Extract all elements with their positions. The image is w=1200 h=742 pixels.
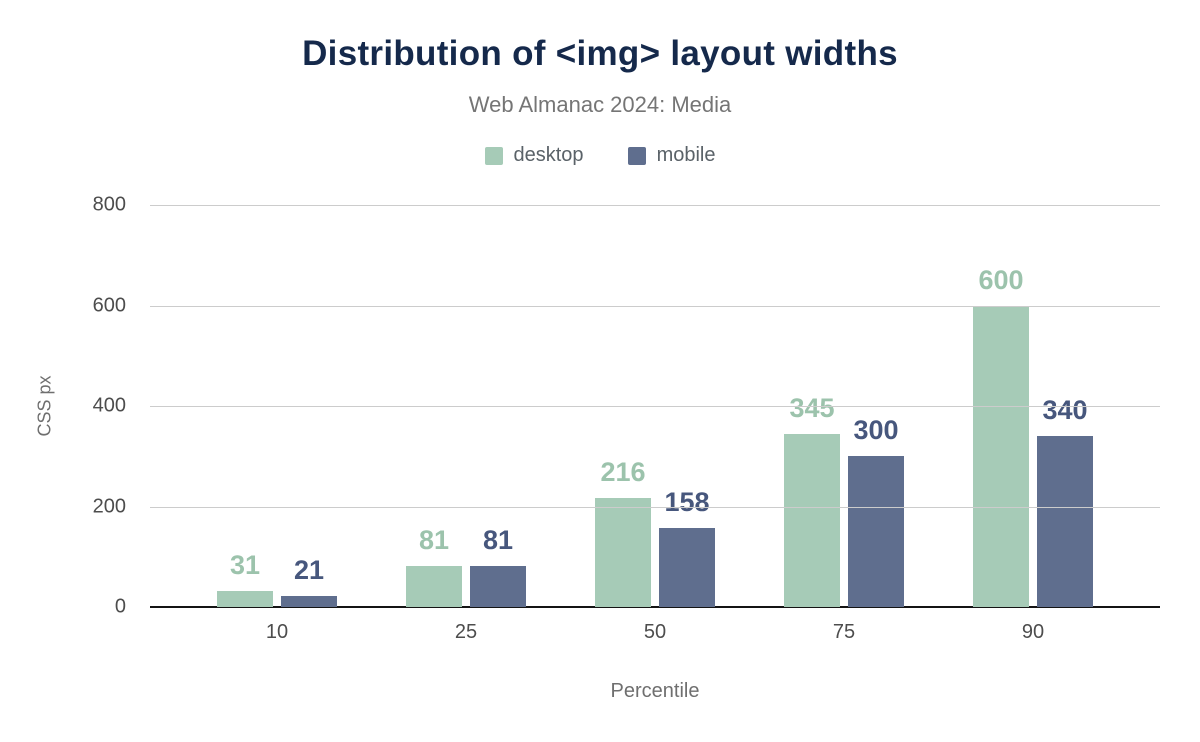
- x-axis-line: [150, 606, 1160, 608]
- bar-mobile: 21: [281, 555, 337, 607]
- y-tick-label: 600: [92, 294, 126, 316]
- bar-value-label: 31: [229, 550, 261, 581]
- legend-swatch: [484, 146, 503, 165]
- bar-value-label: 21: [293, 555, 325, 586]
- gridline: [150, 406, 1160, 407]
- bar-desktop: 216: [595, 457, 651, 607]
- x-tick-label: 10: [265, 621, 289, 643]
- chart-subtitle: Web Almanac 2024: Media: [468, 92, 732, 117]
- bar-value-label: 81: [418, 525, 450, 556]
- gridline: [150, 205, 1160, 206]
- bar-group: 345 300 75: [784, 205, 904, 643]
- bar-group: 31 21 10: [217, 205, 337, 643]
- bar-desktop: 81: [406, 525, 462, 607]
- chart-title: Distribution of <img> layout widths: [302, 34, 898, 73]
- bar-value-label: 600: [978, 264, 1024, 295]
- y-axis-title: CSS px: [34, 375, 55, 437]
- y-tick-label: 0: [114, 595, 126, 618]
- gridline: [150, 305, 1160, 307]
- legend-swatch: [627, 146, 646, 165]
- bar-value-label: 340: [1042, 395, 1088, 426]
- x-tick-label: 50: [643, 621, 667, 643]
- bar-mobile: 340: [1037, 395, 1093, 607]
- bar-group: 81 81 25: [406, 205, 526, 643]
- bar-group: 600 340 90: [973, 205, 1093, 643]
- legend-item-desktop: desktop: [484, 144, 584, 167]
- bar-desktop: 31: [217, 550, 273, 607]
- x-tick-label: 25: [454, 621, 478, 643]
- y-tick-label: 200: [92, 495, 126, 517]
- x-tick-label: 75: [832, 621, 856, 643]
- bar-mobile: 158: [659, 487, 715, 607]
- legend-item-mobile: mobile: [627, 144, 716, 167]
- x-axis-title: Percentile: [610, 680, 700, 702]
- y-tick-label: 400: [92, 394, 126, 417]
- bar-value-label: 345: [789, 392, 835, 423]
- y-axis-ticks: 0 200 400 600 800: [0, 194, 138, 618]
- bar-mobile: 81: [470, 525, 526, 607]
- bar-desktop: 345: [784, 393, 840, 607]
- legend-label: mobile: [656, 144, 716, 166]
- y-tick-label: 800: [92, 193, 126, 216]
- bar-groups: 31 21 10 81 81 25 216 158 50 345 300 75 600 340 90: [150, 205, 1160, 643]
- bar-value-label: 158: [664, 486, 710, 517]
- gridline: [150, 506, 1160, 508]
- legend: desktop mobile: [0, 144, 1200, 167]
- bar-desktop: 600: [973, 265, 1029, 607]
- bar-mobile: 300: [848, 415, 904, 607]
- bar-value-label: 216: [600, 457, 646, 488]
- x-tick-label: 90: [1021, 621, 1045, 643]
- bar-value-label: 81: [482, 525, 514, 556]
- bar-value-label: 300: [853, 415, 899, 446]
- plot-area: 31 21 10 81 81 25 216 158 50 345 300 75 600 340 90: [150, 205, 1160, 643]
- legend-label: desktop: [513, 144, 584, 166]
- bar-group: 216 158 50: [595, 205, 715, 643]
